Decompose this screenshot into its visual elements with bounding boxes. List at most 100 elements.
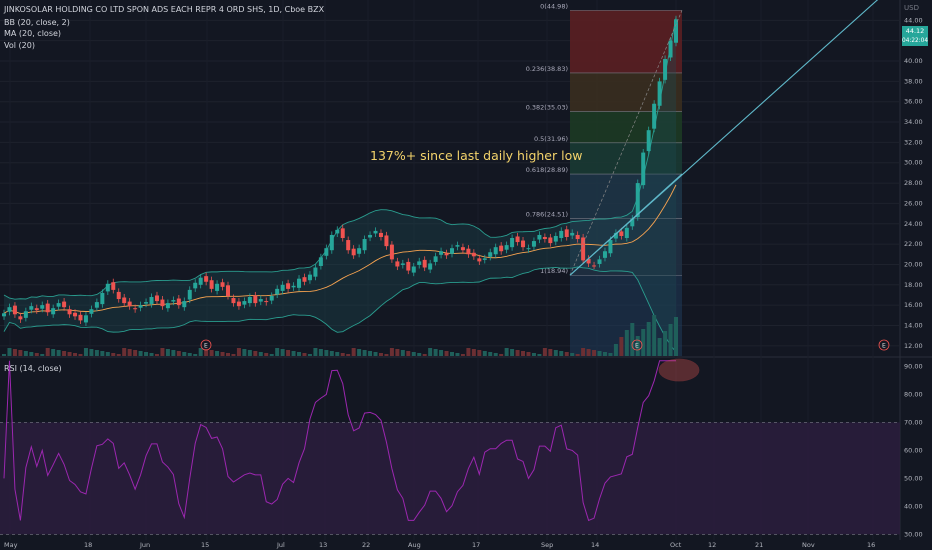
candle-body (45, 303, 50, 313)
volume-bar (198, 348, 203, 356)
candle-body (29, 306, 34, 310)
legend-vol[interactable]: Vol (20) (4, 41, 35, 50)
fib-level-label: 0(44.98) (540, 2, 568, 10)
price-tick-label: 24.00 (904, 220, 923, 228)
candle-body (78, 314, 83, 321)
time-axis-label: 22 (362, 541, 370, 549)
volume-bar (40, 354, 45, 356)
volume-bar (275, 348, 280, 356)
fib-zone (570, 174, 682, 219)
volume-bar (236, 348, 241, 356)
volume-bar (67, 352, 72, 356)
price-tick-label: 30.00 (904, 159, 923, 167)
candle-body (357, 248, 362, 254)
candle-body (335, 229, 340, 234)
candle-body (373, 230, 378, 234)
volume-bar (389, 348, 394, 356)
volume-bar (537, 354, 542, 356)
candle-body (477, 258, 482, 262)
volume-bar (570, 353, 575, 356)
volume-bar (504, 348, 509, 356)
candle-body (674, 19, 678, 43)
candle-body (340, 228, 345, 239)
volume-bar (204, 349, 209, 356)
candle-body (575, 234, 580, 240)
candle-body (526, 248, 531, 250)
candle-body (318, 257, 323, 266)
volume-bar (602, 352, 607, 356)
volume-bar (373, 352, 378, 356)
candle-body (40, 305, 45, 309)
price-tick-label: 14.00 (904, 321, 923, 329)
volume-bar (253, 351, 258, 356)
candle-body (663, 58, 668, 80)
price-tick-label: 26.00 (904, 199, 923, 207)
candle-body (291, 285, 296, 288)
rsi-band (0, 422, 900, 535)
volume-bar (608, 353, 613, 356)
volume-bar (444, 351, 449, 356)
volume-bar (73, 353, 78, 356)
candle-body (406, 261, 411, 271)
volume-bar (318, 349, 323, 356)
candle-body (182, 301, 187, 308)
candle-body (553, 235, 558, 242)
candle-body (138, 305, 143, 308)
volume-bar (280, 349, 285, 356)
price-tick-label: 18.00 (904, 281, 923, 289)
legend-bb[interactable]: BB (20, close, 2) (4, 18, 70, 27)
candle-body (176, 298, 181, 306)
price-tick-label: 40.00 (904, 57, 923, 65)
volume-bar (340, 353, 345, 356)
candle-body (269, 295, 274, 301)
candle-body (67, 309, 72, 315)
volume-bar (105, 352, 110, 356)
candle-body (668, 40, 673, 58)
candle-body (444, 253, 449, 256)
candle-body (466, 248, 471, 255)
volume-bar (138, 351, 143, 356)
fib-level-label: 0.5(31.96) (534, 135, 568, 143)
volume-bar (144, 352, 149, 356)
candle-body (378, 232, 383, 237)
volume-bar (641, 329, 646, 356)
candle-body (242, 301, 247, 305)
volume-bar (171, 350, 176, 356)
legend-rsi[interactable]: RSI (14, close) (4, 364, 62, 373)
candle-body (515, 236, 520, 243)
fib-zone (570, 111, 682, 143)
candle-body (12, 305, 17, 315)
volume-bar (149, 353, 154, 356)
volume-bar (657, 338, 662, 356)
candle-body (220, 282, 225, 287)
rsi-line (3, 360, 676, 522)
trendline-lower (569, 173, 683, 276)
time-axis-label: Aug (408, 541, 421, 549)
candle-body (18, 316, 23, 320)
time-axis-label: 15 (201, 541, 209, 549)
price-tick-label: 22.00 (904, 240, 923, 248)
volume-bar (488, 352, 493, 356)
volume-bar (586, 349, 591, 356)
candle-body (165, 303, 170, 309)
candle-body (73, 312, 78, 317)
time-axis-label: Nov (802, 541, 815, 549)
volume-bar (89, 349, 94, 356)
price-tick-label: 34.00 (904, 118, 923, 126)
volume-bar (324, 350, 329, 356)
price-tick-label: 38.00 (904, 77, 923, 85)
symbol-title: JINKOSOLAR HOLDING CO LTD SPON ADS EACH … (4, 5, 325, 14)
candle-body (144, 302, 149, 304)
volume-bar (531, 353, 536, 356)
candle-body (275, 288, 280, 295)
legend-ma[interactable]: MA (20, close) (4, 29, 62, 38)
candle-body (226, 285, 230, 296)
volume-bar (417, 353, 422, 356)
fib-level-label: 1(18.94) (540, 267, 568, 275)
volume-bar (56, 350, 61, 356)
volume-bar (619, 337, 624, 356)
earnings-marker (200, 339, 212, 351)
fib-diagonal (569, 10, 683, 276)
candle-body (193, 282, 198, 289)
